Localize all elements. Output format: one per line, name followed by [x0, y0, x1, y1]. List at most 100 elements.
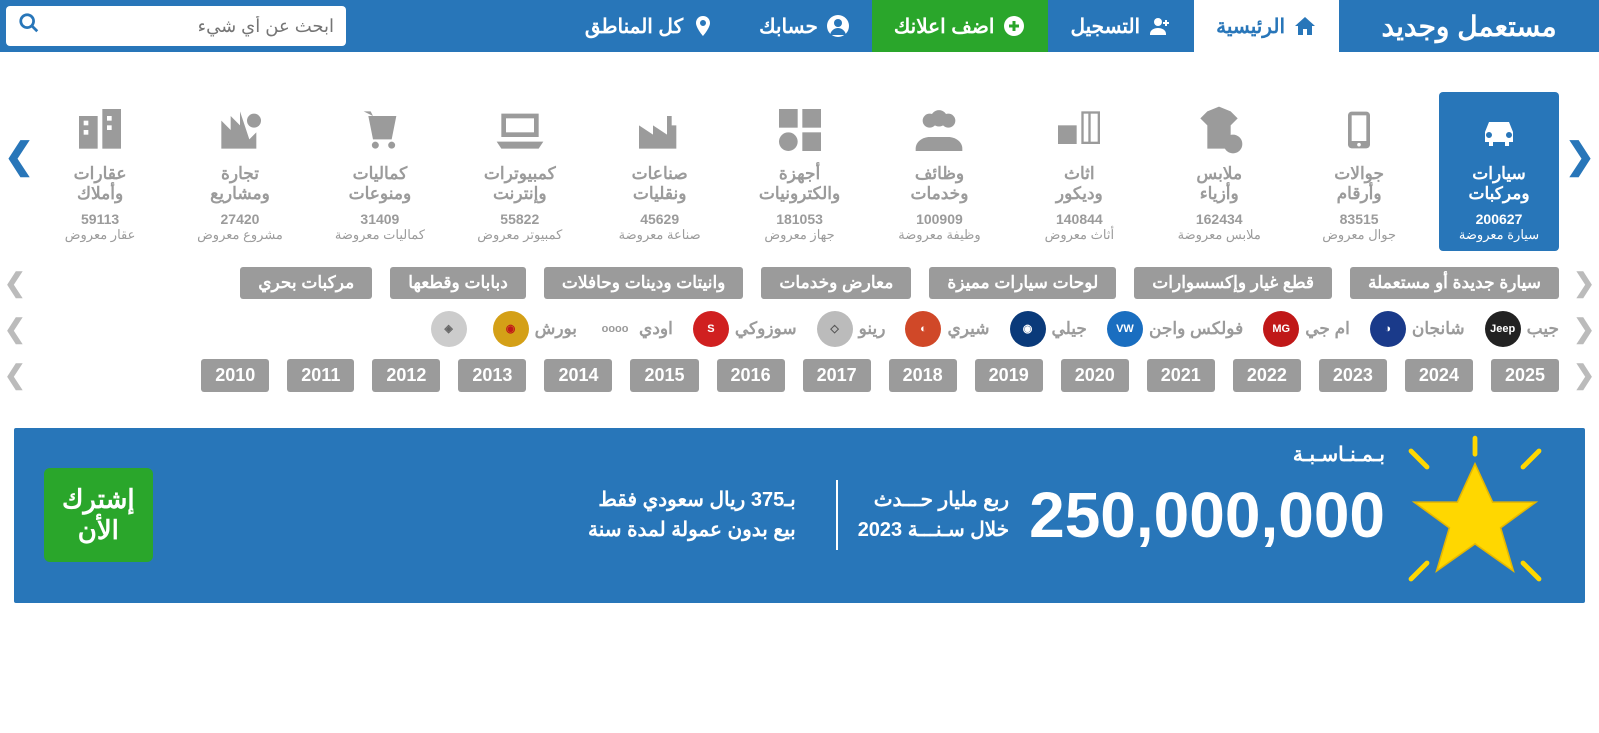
star-icon	[1395, 435, 1555, 595]
brand-name: اودي	[639, 319, 673, 339]
category-count: 83515	[1340, 211, 1379, 227]
sub-arrow-right[interactable]: ❮	[1573, 267, 1595, 298]
category-business[interactable]: تجارة ومشاريع27420مشروع معروض	[180, 92, 300, 251]
category-count: 55822	[500, 211, 539, 227]
brand-item[interactable]: شانجان◑	[1370, 311, 1465, 347]
nav-add-listing[interactable]: اضف اعلانك	[872, 0, 1049, 52]
search-input[interactable]	[40, 16, 334, 37]
year-pill[interactable]: 2024	[1405, 359, 1473, 392]
brands-row: ❮ ❯ جيبJeep شانجان◑ ام جيMG فولكس واجنVW جيل…	[0, 305, 1599, 353]
subcategory-pill[interactable]: وانيتات ودينات وحافلات	[544, 267, 744, 299]
category-count: 45629	[640, 211, 679, 227]
brand-item[interactable]: ام جيMG	[1263, 311, 1350, 347]
year-pill[interactable]: 2012	[372, 359, 440, 392]
subscribe-button[interactable]: إشترك الأن	[44, 468, 153, 562]
year-arrow-right[interactable]: ❮	[1573, 360, 1595, 391]
realestate-icon	[72, 100, 128, 160]
year-pill[interactable]: 2015	[630, 359, 698, 392]
brand-item[interactable]: بورش◉	[493, 311, 577, 347]
category-title: اثاث وديكور	[1056, 164, 1103, 205]
business-icon	[212, 100, 268, 160]
category-jobs[interactable]: وظائف وخدمات100909وظيفة معروضة	[879, 92, 999, 251]
year-pill[interactable]: 2011	[287, 359, 354, 392]
year-pill[interactable]: 2023	[1319, 359, 1387, 392]
year-pill[interactable]: 2022	[1233, 359, 1301, 392]
brand-item[interactable]: جيبJeep	[1485, 311, 1559, 347]
category-title: تجارة ومشاريع	[210, 164, 270, 205]
category-count: 59113	[81, 211, 119, 227]
brand-logo: ◐	[905, 311, 941, 347]
category-count: 31409	[360, 211, 399, 227]
year-pill[interactable]: 2010	[201, 359, 269, 392]
category-unit: أثاث معروض	[1045, 227, 1114, 243]
nav-home[interactable]: الرئيسية	[1194, 0, 1339, 52]
sub-arrow-left[interactable]: ❯	[4, 267, 26, 298]
subcategory-pill[interactable]: دبابات وقطعها	[390, 267, 526, 299]
category-misc[interactable]: كماليات ومنوعات31409كماليات معروضة	[320, 92, 440, 251]
subcategory-pill[interactable]: لوحات سيارات مميزة	[929, 267, 1116, 299]
brand-item[interactable]: شيري◐	[905, 311, 989, 347]
category-unit: سيارة معروضة	[1459, 227, 1539, 243]
banner-big-number: 250,000,000	[1029, 483, 1385, 547]
nav-account[interactable]: حسابك	[737, 0, 872, 52]
brand-item[interactable]: اوديoooo	[597, 311, 673, 347]
brand-arrow-left[interactable]: ❯	[4, 313, 26, 344]
subcategory-pill[interactable]: قطع غيار وإكسسوارات	[1134, 267, 1332, 299]
categories-row: ❮ ❯ سيارات ومركبات 200627سيارة معروضة جوال…	[0, 52, 1599, 261]
nav-add-label: اضف اعلانك	[894, 14, 995, 39]
category-count: 200627	[1476, 211, 1523, 227]
brand-name: جيب	[1527, 319, 1559, 339]
year-pill[interactable]: 2013	[458, 359, 526, 392]
category-industry[interactable]: صناعات ونقليات45629صناعة معروضة	[600, 92, 720, 251]
category-fashion[interactable]: ملابس وأزياء162434ملابس معروضة	[1159, 92, 1279, 251]
category-count: 27420	[221, 211, 260, 227]
year-pill[interactable]: 2017	[803, 359, 871, 392]
subcategory-pill[interactable]: مركبات بحري	[240, 267, 372, 299]
year-pill[interactable]: 2014	[544, 359, 612, 392]
banner-c1b: خلال سـنـــة 2023	[858, 515, 1009, 545]
cats-arrow-left[interactable]: ❯	[4, 135, 34, 177]
cats-arrow-right[interactable]: ❮	[1565, 135, 1595, 177]
category-phones[interactable]: جوالات وأرقام83515جوال معروض	[1299, 92, 1419, 251]
year-pill[interactable]: 2018	[889, 359, 957, 392]
nav-register[interactable]: التسجيل	[1048, 0, 1194, 52]
search-box[interactable]	[6, 6, 346, 46]
category-cars[interactable]: سيارات ومركبات 200627سيارة معروضة	[1439, 92, 1559, 251]
category-electronics[interactable]: أجهزة والكترونيات181053جهاز معروض	[740, 92, 860, 251]
category-furniture[interactable]: اثاث وديكور140844أثاث معروض	[1019, 92, 1139, 251]
year-pill[interactable]: 2021	[1147, 359, 1215, 392]
furniture-icon	[1051, 100, 1107, 160]
site-logo[interactable]: مستعمل وجديد	[1339, 0, 1599, 52]
category-unit: كماليات معروضة	[335, 227, 425, 243]
category-title: جوالات وأرقام	[1334, 164, 1384, 205]
banner-occasion: بـمـنـاسـبـة	[1293, 442, 1385, 467]
nav-regions[interactable]: كل المناطق	[563, 0, 737, 52]
year-pill[interactable]: 2016	[717, 359, 785, 392]
subcategory-pill[interactable]: معارض وخدمات	[761, 267, 911, 299]
category-count: 100909	[916, 211, 963, 227]
nav-account-label: حسابك	[759, 14, 818, 39]
brand-item[interactable]: رينو◇	[817, 311, 886, 347]
subcategory-pill[interactable]: سيارة جديدة أو مستعملة	[1350, 267, 1559, 299]
year-pill[interactable]: 2020	[1061, 359, 1129, 392]
category-computers[interactable]: كمبيوترات وإنترنت55822كمبيوتر معروض	[460, 92, 580, 251]
year-pill[interactable]: 2019	[975, 359, 1043, 392]
brand-item[interactable]: ◈	[431, 311, 473, 347]
subcategories-row: ❮ ❯ سيارة جديدة أو مستعملة قطع غيار وإكسس…	[0, 261, 1599, 305]
brand-item[interactable]: سوزوكيS	[693, 311, 797, 347]
year-arrow-left[interactable]: ❯	[4, 360, 26, 391]
year-pill[interactable]: 2025	[1491, 359, 1559, 392]
brand-name: جيلي	[1052, 319, 1087, 339]
category-unit: جهاز معروض	[764, 227, 834, 243]
electronics-icon	[772, 100, 828, 160]
brand-logo: ◑	[1370, 311, 1406, 347]
category-title: سيارات ومركبات	[1468, 164, 1529, 205]
sub-btn-line2: الأن	[62, 515, 135, 546]
brand-item[interactable]: جيلي◉	[1010, 311, 1087, 347]
search-icon[interactable]	[18, 12, 40, 40]
category-unit: ملابس معروضة	[1178, 227, 1261, 243]
category-realestate[interactable]: عقارات وأملاك59113عقار معروض	[40, 92, 160, 251]
brand-name: بورش	[535, 319, 577, 339]
brand-arrow-right[interactable]: ❮	[1573, 313, 1595, 344]
brand-item[interactable]: فولكس واجنVW	[1107, 311, 1243, 347]
